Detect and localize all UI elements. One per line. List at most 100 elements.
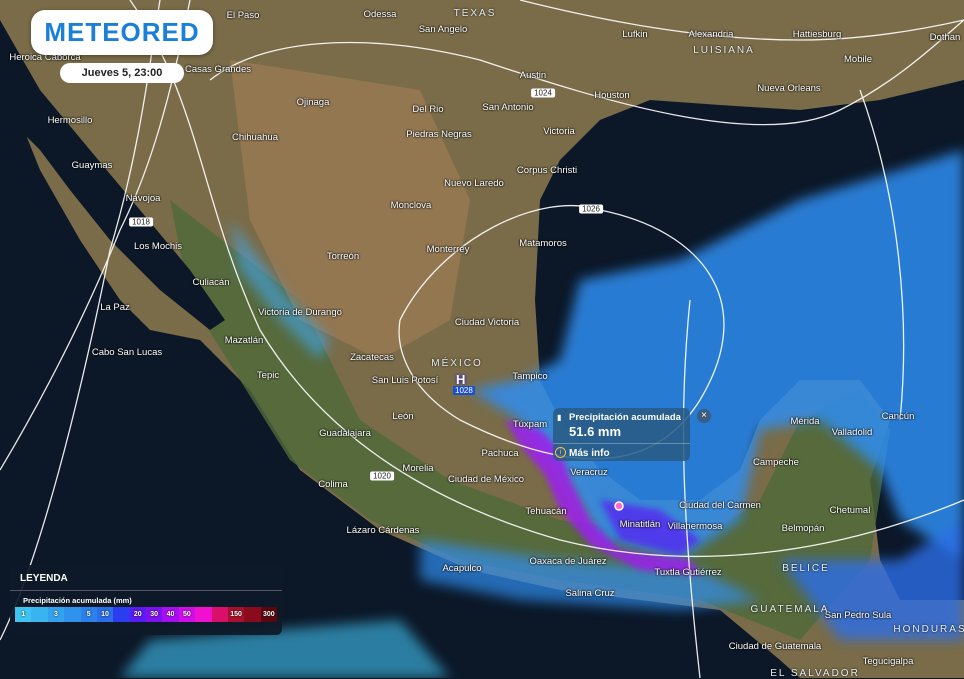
place-label: San Antonio	[482, 102, 534, 113]
more-info-link[interactable]: Más info	[569, 448, 610, 459]
place-label: Houston	[594, 90, 630, 101]
place-label: Pachuca	[481, 448, 519, 459]
place-label: San Angelo	[418, 24, 468, 35]
high-pressure-value: 1028	[453, 386, 475, 395]
legend-scale-step: 30	[146, 607, 163, 622]
place-label: Chetumal	[829, 505, 871, 516]
place-label: Victoria	[543, 126, 575, 137]
place-label: Ojinaga	[296, 97, 330, 108]
place-label: Guadalajara	[319, 428, 371, 439]
region-label: LUISIANA	[693, 45, 755, 56]
place-label: Tampico	[512, 371, 548, 382]
place-label: San Pedro Sula	[824, 610, 892, 621]
region-label: GUATEMALA	[750, 604, 830, 615]
info-icon: i	[555, 447, 566, 458]
location-marker-icon[interactable]	[612, 499, 626, 513]
place-label: Navojoa	[125, 193, 161, 204]
place-label: Odessa	[363, 9, 397, 20]
place-label: Victoria de Durango	[258, 307, 342, 318]
place-label: San Luis Potosí	[371, 375, 439, 386]
legend-scale-step: 300	[260, 607, 277, 622]
logo-text: METEORED	[44, 17, 200, 47]
isobar-label: 1024	[531, 88, 555, 98]
precipitation-popup: ▮ Precipitación acumulada 51.6 mm i Más …	[553, 408, 690, 461]
region-label: MÉXICO	[431, 358, 483, 369]
legend-scale-step: 3	[47, 607, 65, 622]
place-label: Hermosillo	[47, 115, 93, 126]
place-label: Austin	[519, 70, 547, 81]
region-label: TEXAS	[453, 8, 497, 19]
place-label: Piedras Negras	[406, 129, 472, 140]
place-label: Belmopán	[781, 523, 825, 534]
region-label: HONDURAS	[893, 624, 964, 635]
rain-gauge-icon: ▮	[557, 413, 562, 422]
place-label: Monclova	[390, 200, 432, 211]
place-label: Oaxaca de Juárez	[529, 556, 607, 567]
desert-highlands	[230, 60, 470, 360]
region-label: BELICE	[782, 563, 830, 574]
popup-value: 51.6 mm	[569, 424, 622, 439]
close-popup-button[interactable]: ×	[697, 409, 711, 423]
place-label: Ciudad del Carmen	[679, 500, 761, 511]
place-label: Ciudad Victoria	[454, 317, 520, 328]
place-label: Corpus Christi	[516, 165, 578, 176]
place-label: Mérida	[790, 416, 820, 427]
place-label: Cabo San Lucas	[91, 347, 163, 358]
precipitation-color-scale: 1 3 5 10 20 30 40 50 150 300	[15, 607, 277, 622]
place-label: Nueva Orleans	[757, 83, 821, 94]
place-label: Matamoros	[519, 238, 567, 249]
legend-scale-step: 1	[15, 607, 32, 622]
place-label: Lufkin	[622, 29, 648, 40]
place-label: Mobile	[844, 54, 872, 65]
place-label: Guaymas	[71, 160, 113, 171]
place-label: Salina Cruz	[565, 588, 615, 599]
place-label: Heroica Caborca	[9, 52, 81, 63]
date-time-pill[interactable]: Jueves 5, 23:00	[60, 63, 184, 83]
place-label: León	[392, 411, 414, 422]
place-label: Morelia	[402, 463, 434, 474]
legend-scale-step: 5	[80, 607, 97, 622]
legend-scale-step	[113, 607, 130, 622]
place-label: La Paz	[100, 302, 130, 313]
legend-subtitle: Precipitación acumulada (mm)	[23, 596, 132, 605]
place-label: Culiacán	[192, 277, 230, 288]
legend-title: LEYENDA	[10, 565, 282, 591]
high-pressure-icon: H	[456, 372, 466, 387]
place-label: Zacatecas	[350, 352, 394, 363]
place-label: Chihuahua	[232, 132, 278, 143]
region-label: EL SALVADOR	[770, 668, 860, 679]
place-label: Alexandria	[688, 29, 734, 40]
place-label: Monterrey	[426, 244, 470, 255]
place-label: Nuevo Laredo	[444, 178, 504, 189]
place-label: Hattiesburg	[792, 29, 842, 40]
place-label: Torreón	[326, 251, 360, 262]
place-label: Veracruz	[570, 467, 608, 478]
legend-scale-step	[195, 607, 212, 622]
place-label: Dothan	[929, 32, 961, 43]
place-label: Cancún	[881, 411, 915, 422]
legend-scale-step	[31, 607, 48, 622]
place-label: Tepic	[256, 370, 280, 381]
isobar-label: 1018	[129, 217, 153, 227]
legend-scale-step: 50	[178, 607, 196, 622]
isobar-label: 1026	[579, 204, 603, 214]
place-label: Tuxtla Gutiérrez	[654, 567, 722, 578]
place-label: Campeche	[753, 457, 799, 468]
place-label: Minatitlán	[619, 519, 661, 530]
legend-scale-step	[211, 607, 228, 622]
place-label: Túxpam	[512, 419, 548, 430]
gulf-of-california	[0, 20, 225, 330]
legend-scale-step: 10	[96, 607, 114, 622]
place-label: Colima	[318, 479, 348, 490]
legend-scale-step: 40	[162, 607, 179, 622]
meteored-logo[interactable]: METEORED	[31, 10, 213, 55]
legend-scale-step: 150	[227, 607, 245, 622]
place-label: Casas Grandes	[184, 64, 252, 75]
popup-title: Precipitación acumulada	[569, 412, 681, 423]
place-label: Los Mochis	[133, 241, 183, 252]
place-label: Acapulco	[442, 563, 482, 574]
popup-divider	[553, 443, 690, 444]
